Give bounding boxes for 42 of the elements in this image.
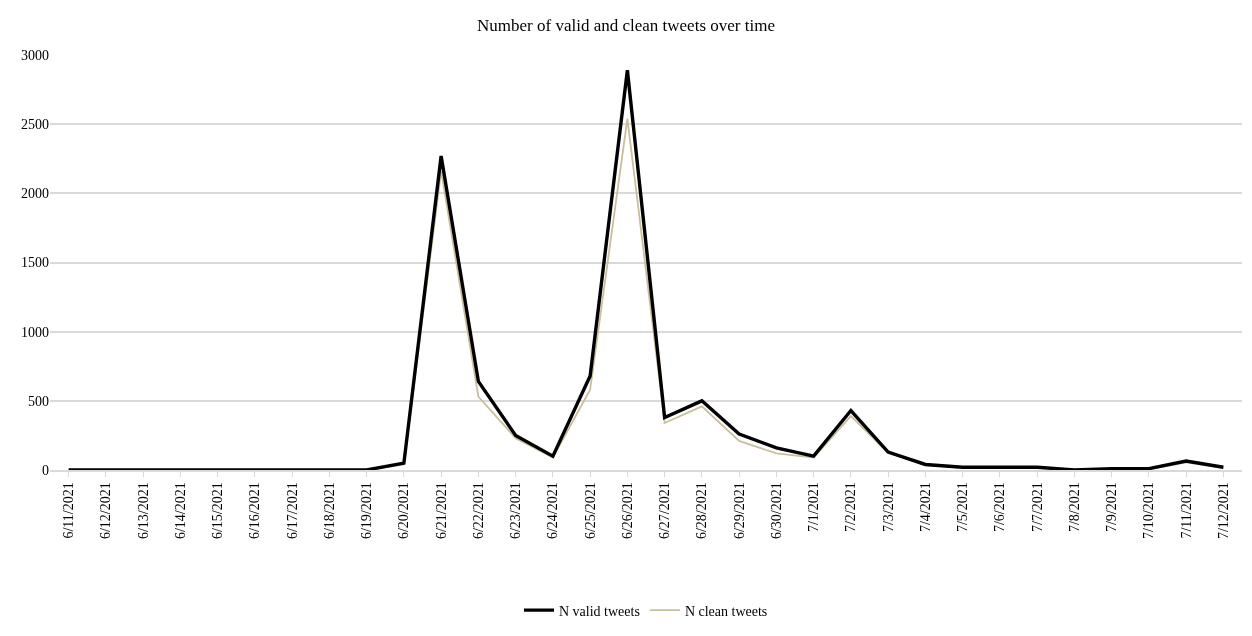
x-tick-label: 6/22/2021 (470, 482, 486, 540)
x-tick-label: 6/21/2021 (433, 482, 449, 540)
legend-label: N clean tweets (684, 603, 768, 619)
x-tick-label: 6/16/2021 (247, 482, 263, 540)
x-tick-label: 7/10/2021 (1141, 482, 1157, 540)
x-tick-label: 6/13/2021 (135, 482, 151, 540)
x-tick-label: 6/30/2021 (768, 482, 784, 540)
x-tick-label: 6/25/2021 (582, 482, 598, 540)
x-tick-label: 7/3/2021 (880, 482, 896, 533)
x-tick-label: 7/7/2021 (1029, 482, 1045, 533)
x-tick-label: 6/19/2021 (359, 482, 375, 540)
x-tick-label: 6/12/2021 (98, 482, 114, 540)
x-tick-label: 7/5/2021 (955, 482, 971, 533)
x-tick-label: 7/9/2021 (1104, 482, 1120, 533)
x-tick-label: 7/8/2021 (1066, 482, 1082, 533)
x-tick-label: 6/18/2021 (321, 482, 337, 540)
x-tick-label: 7/2/2021 (843, 482, 859, 533)
y-tick-label: 1500 (21, 255, 49, 271)
x-tick-label: 6/26/2021 (619, 482, 635, 540)
x-tick-label: 6/24/2021 (545, 482, 561, 540)
y-tick-label: 1000 (21, 324, 49, 340)
y-tick-label: 2000 (21, 186, 49, 202)
x-tick-label: 6/20/2021 (396, 482, 412, 540)
x-tick-label: 6/29/2021 (731, 482, 747, 540)
x-tick-label: 6/17/2021 (284, 482, 300, 540)
x-tick-label: 7/1/2021 (806, 482, 822, 533)
chart-title: Number of valid and clean tweets over time (477, 15, 775, 35)
y-tick-label: 3000 (21, 47, 49, 63)
x-tick-label: 6/11/2021 (61, 482, 77, 539)
y-tick-label: 2500 (21, 117, 49, 133)
x-tick-label: 6/28/2021 (694, 482, 710, 540)
x-tick-label: 7/6/2021 (992, 482, 1008, 533)
x-tick-label: 7/4/2021 (917, 482, 933, 533)
x-tick-label: 7/11/2021 (1178, 482, 1194, 539)
legend-label: N valid tweets (559, 603, 640, 619)
x-tick-label: 6/27/2021 (657, 482, 673, 540)
x-tick-label: 6/14/2021 (172, 482, 188, 540)
x-tick-label: 6/23/2021 (508, 482, 524, 540)
y-tick-label: 500 (28, 393, 49, 409)
y-tick-label: 0 (42, 462, 49, 478)
x-tick-label: 7/12/2021 (1215, 482, 1231, 540)
x-tick-label: 6/15/2021 (210, 482, 226, 540)
